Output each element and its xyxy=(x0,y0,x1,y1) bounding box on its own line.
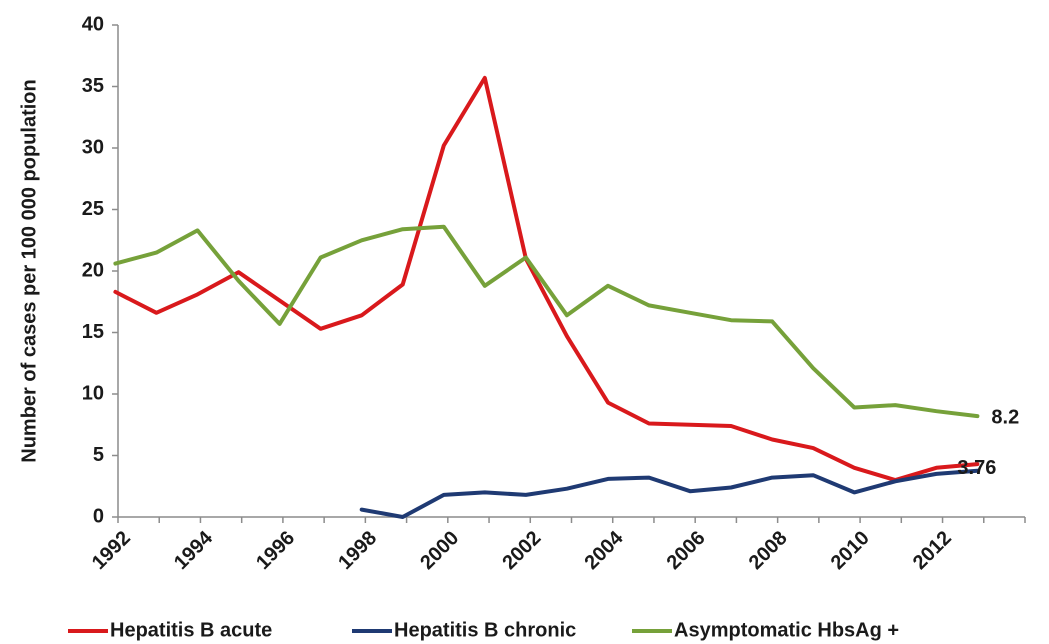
legend: Hepatitis B acute Hepatitis B chronic Asym… xyxy=(68,619,899,641)
y-tick-label: 5 xyxy=(93,444,104,466)
series-line-0 xyxy=(113,75,980,483)
y-tick-label: 35 xyxy=(82,75,104,97)
series-lines xyxy=(113,75,980,519)
x-tick-label: 1996 xyxy=(252,527,299,574)
x-tick-label: 1992 xyxy=(88,527,135,574)
x-tick-label: 2000 xyxy=(416,527,463,574)
legend-label: Hepatitis B chronic xyxy=(394,619,576,641)
x-tick-label: 2004 xyxy=(580,526,628,574)
x-tick-label: 1994 xyxy=(170,526,218,574)
x-tick-label: 1998 xyxy=(334,527,381,574)
legend-label: Asymptomatic HbsAg + xyxy=(674,619,899,641)
y-tick-label: 10 xyxy=(82,382,104,404)
annotations: 8.2 3.76 xyxy=(957,406,1019,479)
x-tick-label: 2010 xyxy=(827,527,874,574)
x-ticks: 1992 1994 1996 1998 2000 2002 2004 2006 2008 2010… xyxy=(88,517,1026,574)
y-tick-label: 20 xyxy=(82,259,104,281)
y-tick-label: 15 xyxy=(82,321,104,343)
data-label: 3.76 xyxy=(957,457,996,479)
series-line-2 xyxy=(113,224,980,419)
y-tick-label: 40 xyxy=(82,13,104,35)
y-ticks: 0 5 10 15 20 25 30 35 40 xyxy=(82,13,118,527)
legend-label: Hepatitis B acute xyxy=(110,619,272,641)
y-axis-label: Number of cases per 100 000 population xyxy=(18,79,40,462)
y-tick-label: 25 xyxy=(82,198,104,220)
x-tick-label: 2012 xyxy=(909,527,956,574)
x-tick-label: 2006 xyxy=(663,527,710,574)
axes xyxy=(117,25,1025,518)
y-tick-label: 0 xyxy=(93,505,104,527)
y-tick-label: 30 xyxy=(82,136,104,158)
data-label: 8.2 xyxy=(991,406,1019,428)
x-tick-label: 2008 xyxy=(745,527,792,574)
series-line-1 xyxy=(359,468,980,519)
x-tick-label: 2002 xyxy=(498,527,545,574)
